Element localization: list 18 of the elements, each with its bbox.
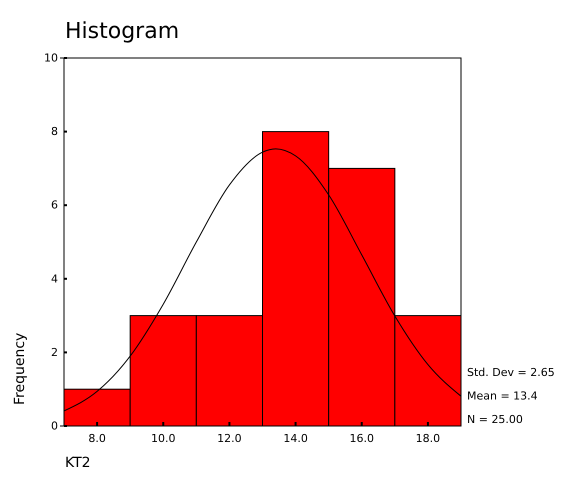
y-tick-label: 8 bbox=[51, 125, 58, 138]
x-tick-label: 16.0 bbox=[350, 432, 374, 445]
x-tick-label: 10.0 bbox=[151, 432, 176, 445]
x-tick-label: 14.0 bbox=[283, 432, 308, 445]
x-tick-label: 12.0 bbox=[217, 432, 242, 445]
y-tick-label: 6 bbox=[51, 198, 58, 212]
text: N = 25.00 bbox=[467, 413, 523, 426]
y-tick-label: 10 bbox=[44, 52, 58, 65]
x-tick-label: 8.0 bbox=[88, 432, 106, 445]
text: Std. Dev = 2.65 bbox=[467, 366, 555, 379]
y-tick-label: 4 bbox=[51, 272, 58, 286]
x-tick-label: 18.0 bbox=[416, 432, 440, 445]
chart-title: Histogram bbox=[65, 19, 180, 44]
x-axis-title: KT2 bbox=[65, 455, 91, 471]
y-tick-label: 2 bbox=[51, 346, 58, 359]
text: Mean = 13.4 bbox=[467, 390, 538, 402]
y-axis-title: Frequency bbox=[12, 332, 28, 405]
y-tick-label: 0 bbox=[51, 420, 58, 433]
